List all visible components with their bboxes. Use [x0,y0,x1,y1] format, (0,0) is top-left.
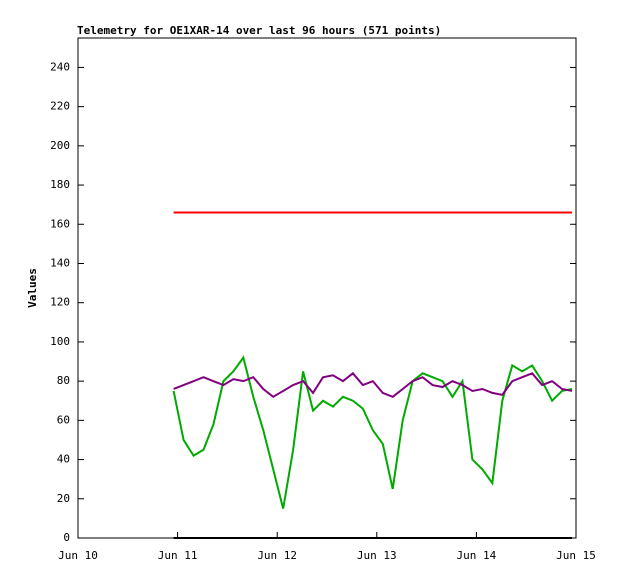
x-tick-label: Jun 10 [58,549,98,562]
y-tick-label: 180 [50,178,70,191]
y-tick-label: 220 [50,100,70,113]
x-tick-label: Jun 11 [158,549,198,562]
data-line [173,371,573,399]
x-tick-label: Jun 14 [457,549,497,562]
plot-frame [77,37,577,539]
y-tick-label: 80 [57,374,70,387]
x-tick-label: Jun 13 [357,549,397,562]
y-axis-label: Values [26,268,39,308]
y-tick-label: 120 [50,296,70,309]
y-tick-label: 0 [63,531,70,544]
y-tick-label: 20 [57,492,70,505]
chart-title: Telemetry for OE1XAR-14 over last 96 hou… [77,24,441,37]
y-tick-label: 60 [57,413,70,426]
x-tick-label: Jun 15 [556,549,596,562]
y-tick-label: 40 [57,453,70,466]
y-tick-label: 240 [50,60,70,73]
y-tick-label: 100 [50,335,70,348]
x-tick-label: Jun 12 [257,549,297,562]
y-tick-label: 200 [50,139,70,152]
y-tick-label: 160 [50,217,70,230]
y-tick-label: 140 [50,256,70,269]
